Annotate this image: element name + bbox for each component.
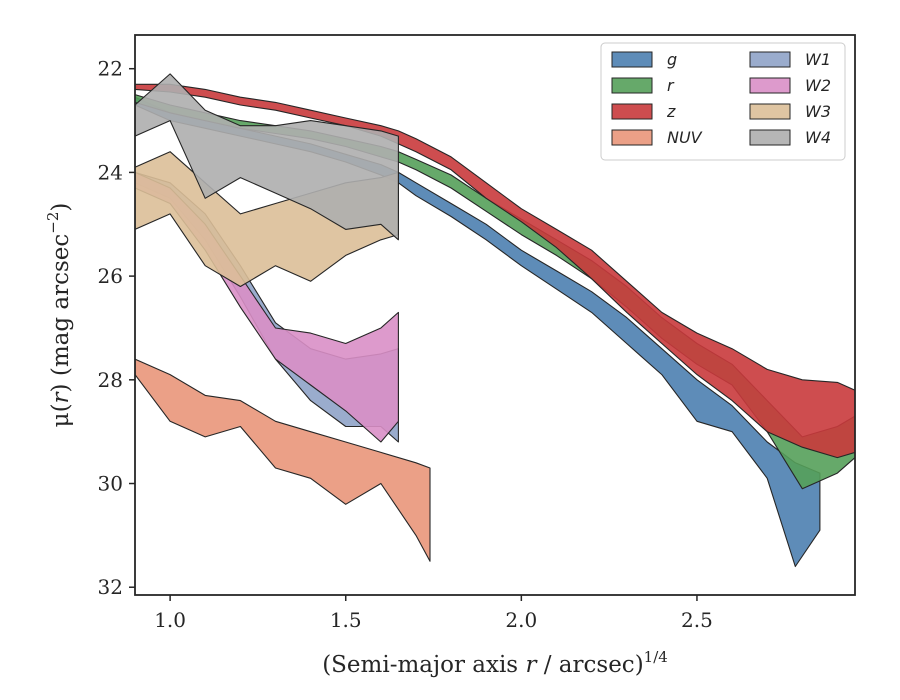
x-axis-label: (Semi-major axis r / arcsec)1/4: [322, 648, 668, 678]
legend-label-z: z: [666, 102, 676, 121]
y-tick-label: 30: [98, 472, 123, 496]
y-tick-label: 32: [98, 575, 123, 599]
x-axis: 1.0 1.5 2.0 2.5: [154, 595, 713, 632]
legend-label-g: g: [667, 50, 677, 69]
series-band-nuv: [135, 358, 431, 562]
legend-swatch-w2: [749, 77, 791, 94]
series-bands: [135, 73, 855, 568]
legend: grz NUV W1 W2 W3 W4: [600, 42, 846, 161]
y-tick-label: 26: [98, 264, 123, 288]
y-axis: 22 24 26 28 30 32: [98, 57, 135, 599]
series-band-w4: [135, 73, 399, 241]
legend-swatch-r: [611, 77, 653, 94]
legend-swatch-nuv: [611, 129, 653, 146]
legend-label-w3: W3: [805, 102, 831, 121]
legend-label-w4: W4: [805, 128, 831, 147]
x-tick-label: 1.0: [154, 608, 186, 632]
legend-label-nuv: NUV: [667, 128, 703, 147]
legend-label-r: r: [667, 76, 675, 95]
y-tick-label: 22: [98, 57, 123, 81]
legend-label-w1: W1: [805, 50, 831, 69]
legend-swatch-w1: [749, 51, 791, 68]
legend-swatch-g: [611, 51, 653, 68]
y-tick-label: 24: [98, 160, 123, 184]
y-axis-label: μ(r) (mag arcsec−2): [44, 203, 74, 428]
plot-frame: [134, 34, 856, 596]
legend-swatch-w3: [749, 103, 791, 120]
x-tick-label: 2.0: [505, 608, 537, 632]
x-tick-label: 1.5: [330, 608, 362, 632]
legend-label-w2: W2: [805, 76, 831, 95]
legend-swatch-z: [611, 103, 653, 120]
legend-swatch-w4: [749, 129, 791, 146]
x-tick-label: 2.5: [681, 608, 713, 632]
y-tick-label: 28: [98, 368, 123, 392]
